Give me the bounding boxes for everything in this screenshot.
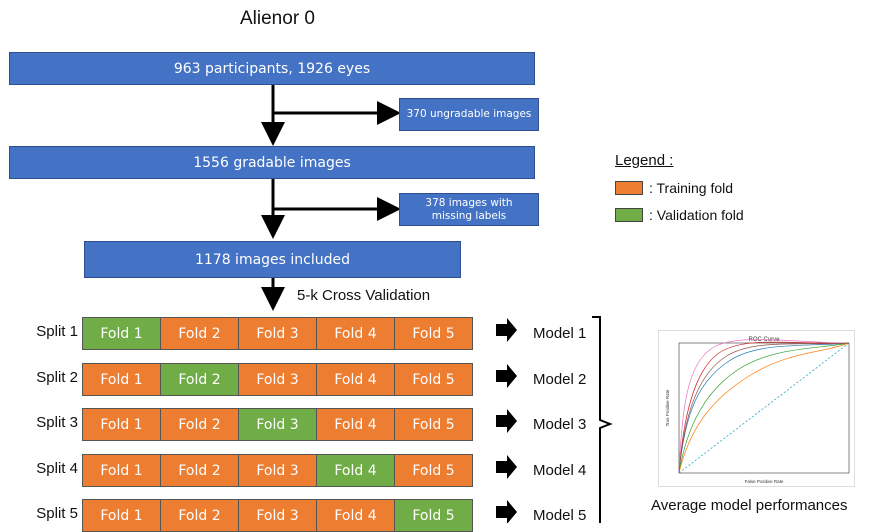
roc-axes (678, 342, 850, 474)
training-fold: Fold 2 (161, 500, 239, 531)
split-label: Split 1 (36, 323, 78, 340)
model-arrow-5 (496, 500, 517, 523)
participants-text: 963 participants, 1926 eyes (173, 60, 371, 77)
missing-labels-box: 378 images with missing labels (399, 193, 539, 226)
split-row: Fold 1 Fold 2 Fold 3 Fold 4 Fold 5 (82, 454, 473, 487)
training-fold: Fold 3 (239, 364, 317, 395)
training-fold: Fold 4 (317, 364, 395, 395)
training-fold: Fold 5 (395, 318, 472, 349)
training-fold: Fold 5 (395, 455, 472, 486)
training-fold: Fold 2 (161, 318, 239, 349)
model-label: Model 5 (533, 507, 587, 524)
split-label: Split 5 (36, 505, 78, 522)
model-arrow-2 (496, 364, 517, 388)
roc-curve-4 (678, 339, 850, 474)
validation-fold: Fold 2 (161, 364, 239, 395)
ungradable-text: 370 ungradable images (406, 108, 532, 120)
legend-validation: : Validation fold (615, 207, 744, 223)
roc-diagonal (678, 342, 850, 474)
validation-fold: Fold 5 (395, 500, 472, 531)
roc-curve-1 (678, 341, 850, 474)
roc-curve-thumbnail: ROC Curve False Positive Rate True Posit… (658, 330, 855, 487)
roc-ylabel: True Positive Rate (665, 389, 670, 426)
legend-training-swatch (615, 181, 643, 195)
included-text: 1178 images included (194, 251, 351, 268)
legend-title: Legend : (615, 152, 674, 169)
split-row: Fold 1 Fold 2 Fold 3 Fold 4 Fold 5 (82, 408, 473, 441)
model-label: Model 3 (533, 416, 587, 433)
model-label: Model 2 (533, 371, 587, 388)
roc-curve-3 (678, 342, 850, 474)
legend-validation-label: : Validation fold (649, 207, 744, 223)
missing-labels-text: 378 images with missing labels (425, 196, 513, 222)
gradable-box: 1556 gradable images (9, 146, 535, 179)
model-arrows (496, 318, 517, 523)
legend-training-label: : Training fold (649, 180, 734, 196)
model-label: Model 1 (533, 325, 587, 342)
split-label: Split 3 (36, 414, 78, 431)
roc-curve-6 (678, 342, 850, 474)
model-label: Model 4 (533, 462, 587, 479)
training-fold: Fold 5 (395, 409, 472, 440)
roc-curve-plot: ROC Curve False Positive Rate True Posit… (665, 337, 850, 484)
training-fold: Fold 4 (317, 409, 395, 440)
roc-curve-5 (678, 342, 850, 474)
split-label: Split 4 (36, 460, 78, 477)
split-row: Fold 1 Fold 2 Fold 3 Fold 4 Fold 5 (82, 317, 473, 350)
roc-xlabel: False Positive Rate (745, 479, 784, 484)
training-fold: Fold 3 (239, 318, 317, 349)
training-fold: Fold 1 (83, 500, 161, 531)
included-box: 1178 images included (84, 241, 461, 278)
models-bracket (592, 316, 613, 523)
training-fold: Fold 4 (317, 500, 395, 531)
training-fold: Fold 1 (83, 364, 161, 395)
participants-box: 963 participants, 1926 eyes (9, 52, 535, 85)
training-fold: Fold 1 (83, 455, 161, 486)
split-row: Fold 1 Fold 2 Fold 3 Fold 4 Fold 5 (82, 499, 473, 532)
model-arrow-3 (496, 409, 517, 433)
split-row: Fold 1 Fold 2 Fold 3 Fold 4 Fold 5 (82, 363, 473, 396)
average-performance-caption: Average model performances (651, 497, 848, 514)
training-fold: Fold 5 (395, 364, 472, 395)
validation-fold: Fold 1 (83, 318, 161, 349)
gradable-text: 1556 gradable images (193, 154, 351, 171)
training-fold: Fold 2 (161, 455, 239, 486)
model-arrow-1 (496, 318, 517, 342)
training-fold: Fold 4 (317, 318, 395, 349)
validation-fold: Fold 3 (239, 409, 317, 440)
training-fold: Fold 2 (161, 409, 239, 440)
split-label: Split 2 (36, 369, 78, 386)
validation-fold: Fold 4 (317, 455, 395, 486)
training-fold: Fold 1 (83, 409, 161, 440)
legend-validation-swatch (615, 208, 643, 222)
legend-training: : Training fold (615, 180, 733, 196)
diagram-title: Alienor 0 (240, 8, 315, 29)
training-fold: Fold 3 (239, 455, 317, 486)
roc-title: ROC Curve (748, 337, 780, 343)
cross-validation-label: 5-k Cross Validation (297, 287, 431, 304)
training-fold: Fold 3 (239, 500, 317, 531)
ungradable-box: 370 ungradable images (399, 98, 539, 131)
roc-curve-2 (678, 342, 850, 474)
model-arrow-4 (496, 455, 517, 479)
